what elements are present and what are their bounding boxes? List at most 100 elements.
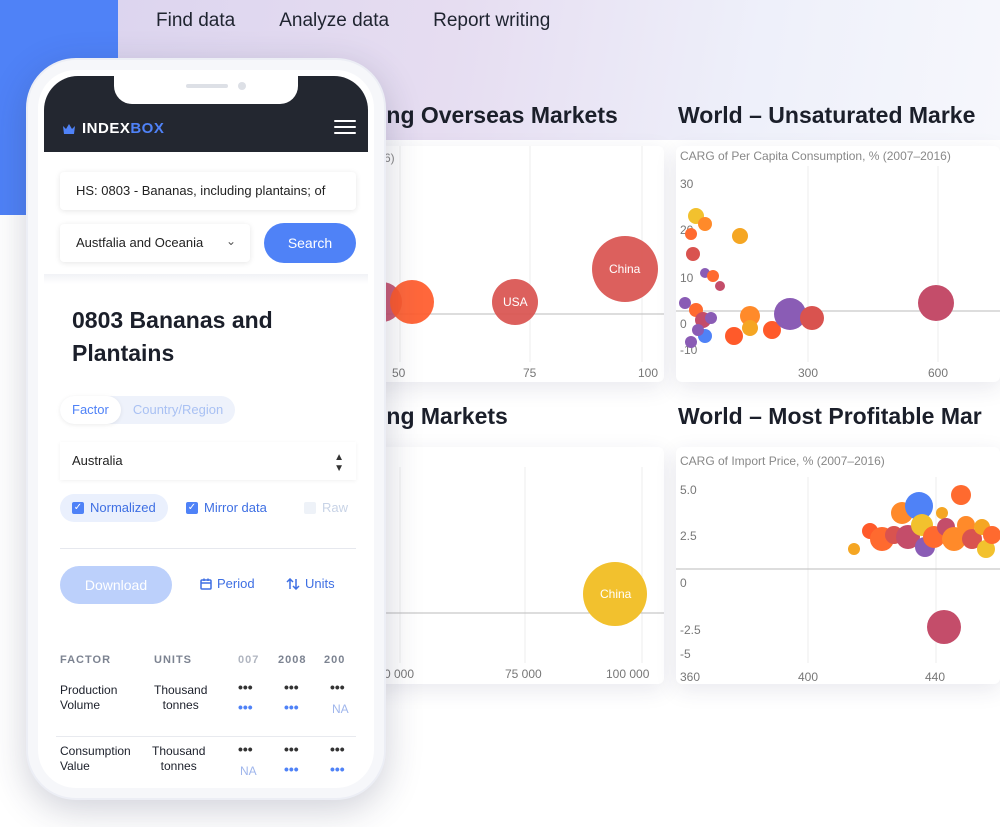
more-dots-icon: ••• (238, 679, 253, 695)
more-dots-icon: ••• (330, 741, 345, 757)
nav-report-writing[interactable]: Report writing (433, 10, 551, 31)
more-dots-icon: ••• (330, 679, 345, 695)
bubble-label-china: China (609, 262, 641, 276)
units-button[interactable]: Units (286, 576, 335, 591)
y-axis-label: CARG of Import Price, % (2007–2016) (680, 454, 885, 468)
checkbox-checked-icon: ✓ (186, 502, 198, 514)
panel-title-unsaturated: World – Unsaturated Marke (678, 102, 976, 128)
nav-analyze-data[interactable]: Analyze data (279, 10, 390, 31)
y-tick: -2.5 (680, 623, 701, 637)
menu-icon[interactable] (334, 120, 356, 134)
top-navigation: Find data Analyze data Report writing (156, 10, 550, 32)
x-tick: 440 (925, 670, 945, 684)
download-button[interactable]: Download (60, 566, 172, 604)
bubble-chart-overseas: 6) USA China 50 75 100 (370, 146, 664, 380)
more-dots-icon: ••• (284, 679, 299, 695)
sort-units-icon (286, 577, 300, 590)
more-dots-icon: ••• (238, 699, 253, 715)
indexbox-logo[interactable]: INDEX BOX (62, 120, 164, 137)
bubble-china (592, 236, 658, 302)
table-row-units: Thousand tonnes (154, 683, 208, 712)
logo-text: INDEX (82, 120, 131, 137)
bubble-chart-markets: China 0 000 75 000 100 000 (370, 467, 664, 681)
x-tick: 100 (638, 366, 658, 380)
x-tick: 0 000 (384, 667, 414, 681)
bubble-label-usa: USA (503, 295, 528, 309)
calendar-icon (200, 578, 212, 590)
bubble-chart-profitable: CARG of Import Price, % (2007–2016) 5.0 … (676, 454, 1000, 684)
chart-panel-unsaturated: CARG of Per Capita Consumption, % (2007–… (676, 146, 1000, 382)
x-tick: 300 (798, 366, 818, 380)
raw-checkbox[interactable]: Raw (298, 494, 354, 522)
normalized-checkbox[interactable]: ✓ Normalized (60, 494, 168, 522)
more-dots-icon: ••• (284, 761, 299, 777)
y-tick: 2.5 (680, 529, 697, 543)
phone-notch (114, 76, 298, 104)
table-row-factor: Production Volume (60, 683, 118, 712)
period-label: Period (217, 576, 255, 591)
checkbox-checked-icon: ✓ (72, 502, 84, 514)
search-button[interactable]: Search (264, 223, 356, 263)
x-tick: 360 (680, 670, 700, 684)
panel-title-markets: ing Markets (380, 403, 508, 429)
sort-arrows-icon: ▲ ▼ (334, 452, 344, 474)
y-tick: 0 (680, 317, 687, 331)
period-button[interactable]: Period (200, 576, 255, 591)
checkbox-label: Mirror data (204, 500, 267, 515)
section-divider (44, 274, 368, 284)
checkbox-label: Normalized (90, 500, 156, 515)
y-tick: 30 (680, 177, 694, 191)
region-select[interactable]: Austfalia and Oceania ⌄ (60, 224, 250, 262)
bubble-chart-unsaturated: CARG of Per Capita Consumption, % (2007–… (676, 149, 1000, 380)
more-dots-icon: ••• (284, 699, 299, 715)
bubble-cluster (679, 208, 954, 348)
app-header: INDEX BOX (44, 76, 368, 152)
table-row-units: Thousand tonnes (152, 744, 206, 773)
x-tick: 75 (523, 366, 537, 380)
phone-screen: INDEX BOX HS: 0803 - Bananas, including p… (44, 76, 368, 782)
phone-mockup: INDEX BOX HS: 0803 - Bananas, including p… (26, 58, 386, 800)
more-dots-icon: ••• (284, 741, 299, 757)
bubble-label-china: China (600, 587, 632, 601)
product-title: 0803 Bananas and Plantains (72, 307, 273, 366)
tab-country-region[interactable]: Country/Region (132, 402, 224, 417)
x-tick: 50 (392, 366, 406, 380)
bubble-cluster (848, 485, 1000, 644)
more-dots-icon: ••• (330, 761, 345, 777)
region-select-value: Austfalia and Oceania (76, 235, 204, 250)
factor-country-toggle: Factor Country/Region (60, 396, 236, 424)
x-tick: 600 (928, 366, 948, 380)
na-value: NA (240, 764, 257, 778)
search-input[interactable]: HS: 0803 - Bananas, including plantains;… (60, 172, 356, 210)
row-divider (56, 736, 356, 737)
nav-find-data[interactable]: Find data (156, 10, 236, 31)
country-select-value: Australia (72, 453, 123, 468)
x-tick: 100 000 (606, 667, 650, 681)
crown-icon (63, 123, 75, 134)
chevron-down-icon: ⌄ (225, 234, 236, 248)
tab-factor[interactable]: Factor (60, 396, 121, 424)
panel-title-overseas: ing Overseas Markets (380, 102, 618, 128)
na-value: NA (332, 702, 349, 716)
chart-panel-profitable: CARG of Import Price, % (2007–2016) 5.0 … (676, 447, 1000, 684)
chart-panel-overseas: 6) USA China 50 75 100 (370, 146, 664, 382)
speaker (186, 84, 228, 88)
chart-panel-markets: China 0 000 75 000 100 000 (370, 447, 664, 684)
checkbox-label: Raw (322, 500, 349, 515)
y-tick: 5.0 (680, 483, 697, 497)
more-dots-icon: ••• (238, 741, 253, 757)
y-tick: -5 (680, 647, 691, 661)
x-tick: 400 (798, 670, 818, 684)
bubble (390, 280, 434, 324)
column-header-year: 2008 (278, 654, 307, 666)
bubble-china (583, 562, 647, 626)
x-tick: 75 000 (505, 667, 542, 681)
column-header-year: 200 (324, 654, 346, 666)
y-axis-label: 6) (384, 151, 395, 165)
country-select[interactable]: Australia ▲ ▼ (60, 442, 356, 480)
table-row-factor: Consumption Value (60, 744, 131, 773)
y-tick: 0 (680, 576, 687, 590)
mirror-data-checkbox[interactable]: ✓ Mirror data (180, 494, 273, 522)
checkbox-unchecked-icon (304, 502, 316, 514)
column-header-factor: FACTOR (60, 654, 112, 666)
